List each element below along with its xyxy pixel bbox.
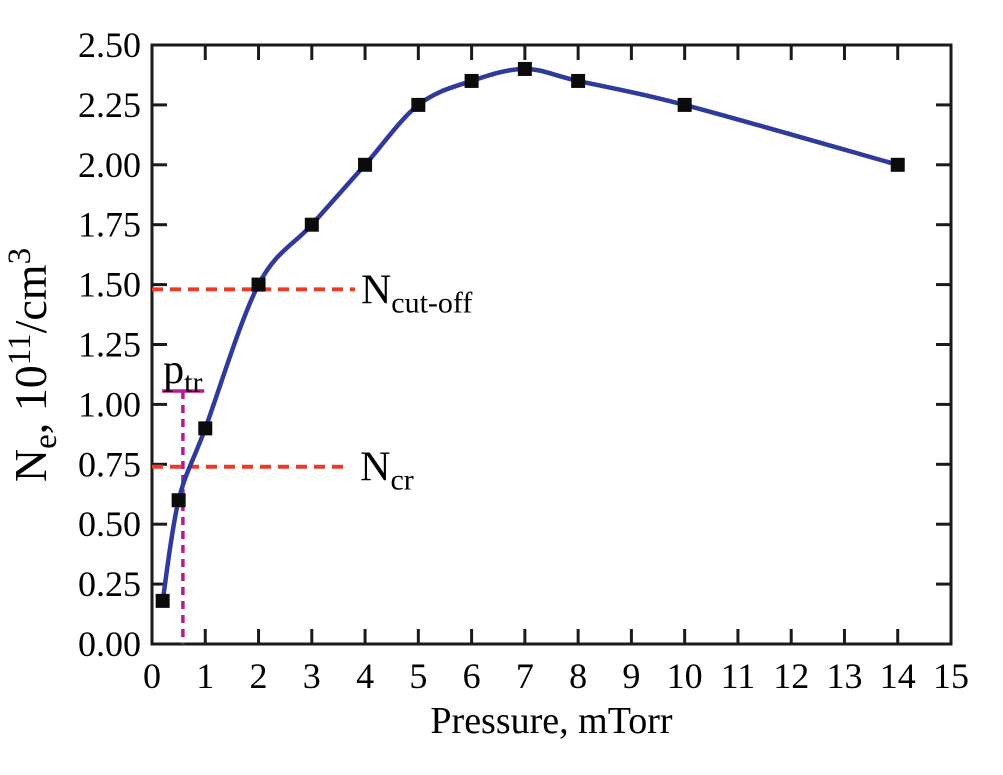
label-part: p (163, 347, 184, 393)
label-part: , 10 (5, 365, 56, 434)
data-point-marker (464, 73, 479, 88)
label-part: N (361, 267, 391, 313)
data-point-marker (890, 157, 905, 172)
data-point-marker (677, 97, 692, 112)
label-part: cut-off (391, 286, 472, 319)
label-part: tr (184, 366, 202, 399)
label-part: e (28, 434, 64, 449)
y-tick-label: 1.00 (78, 384, 141, 424)
plot-frame (150, 43, 953, 646)
data-point-marker (155, 593, 170, 608)
y-tick-label: 1.50 (78, 265, 141, 305)
x-tick-label: 2 (250, 656, 268, 696)
y-tick-label: 0.75 (78, 444, 141, 484)
y-tick-label: 0.50 (78, 504, 141, 544)
label-part: N (5, 449, 56, 482)
x-tick-label: 13 (826, 656, 862, 696)
critical-density-label: Ncr (360, 445, 414, 497)
y-tick-label: 1.25 (78, 325, 141, 365)
x-tick-label: 11 (721, 656, 756, 696)
data-point-marker (171, 493, 186, 508)
data-point-marker (411, 97, 426, 112)
ptr-label: ptr (163, 347, 202, 399)
y-tick-label: 2.00 (78, 145, 141, 185)
x-axis-label: Pressure, mTorr (430, 700, 673, 742)
data-point-marker (304, 217, 319, 232)
cutoff-threshold-label: Ncut-off (361, 267, 472, 319)
y-axis-label: Ne, 1011/cm3 (2, 248, 64, 482)
data-point-marker (517, 61, 532, 76)
label-part: cr (390, 464, 413, 497)
label-part: N (360, 445, 390, 491)
series-line (160, 66, 900, 604)
x-tick-label: 8 (569, 656, 587, 696)
y-tick-label: 2.50 (78, 25, 141, 65)
y-tick-label: 1.75 (78, 205, 141, 245)
data-point-marker (571, 73, 586, 88)
y-tick-label: 0.25 (78, 564, 141, 604)
x-tick-label: 6 (463, 656, 481, 696)
x-tick-label: 4 (356, 656, 374, 696)
y-tick-label: 2.25 (78, 85, 141, 125)
data-point-marker (251, 277, 266, 292)
x-tick-label: 14 (880, 656, 916, 696)
label-part: 3 (2, 248, 38, 265)
data-point-marker (358, 157, 373, 172)
data-point-marker (198, 421, 213, 436)
x-tick-label: 15 (933, 656, 969, 696)
x-tick-label: 7 (516, 656, 534, 696)
x-tick-label: 0 (143, 656, 161, 696)
x-tick-label: 10 (667, 656, 703, 696)
x-tick-label: 1 (196, 656, 214, 696)
x-tick-label: 3 (303, 656, 321, 696)
label-part: /cm (5, 264, 56, 333)
x-tick-label: 5 (409, 656, 427, 696)
label-part: 11 (2, 333, 38, 365)
y-tick-label: 0.00 (78, 624, 141, 664)
x-tick-label: 12 (773, 656, 809, 696)
x-tick-label: 9 (622, 656, 640, 696)
